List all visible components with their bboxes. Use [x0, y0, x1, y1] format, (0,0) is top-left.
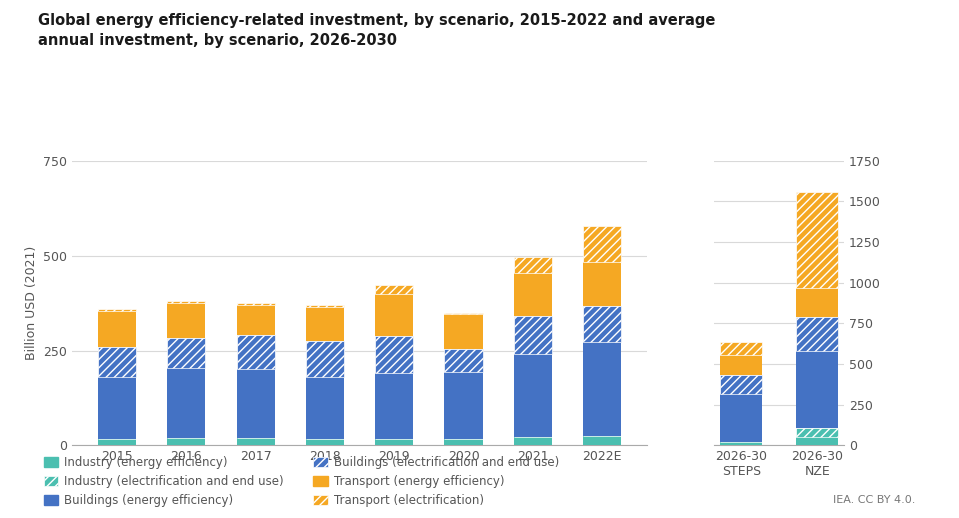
Bar	[98, 377, 136, 439]
Bar	[445, 372, 482, 439]
Bar	[306, 439, 344, 445]
Bar	[168, 303, 205, 338]
Bar	[583, 306, 621, 342]
Bar	[796, 351, 838, 427]
Bar	[514, 316, 551, 354]
Bar	[583, 436, 621, 445]
Bar	[237, 335, 274, 369]
Bar	[796, 192, 838, 289]
Bar	[98, 348, 136, 377]
Bar	[514, 354, 551, 437]
Bar	[375, 294, 413, 336]
Bar	[445, 349, 482, 372]
Bar	[583, 342, 621, 436]
Bar	[514, 257, 551, 272]
Bar	[514, 437, 551, 445]
Bar	[168, 438, 205, 445]
Bar	[306, 305, 344, 307]
Bar	[720, 376, 762, 394]
Bar	[720, 355, 762, 376]
Bar	[237, 303, 274, 305]
Bar	[796, 437, 838, 445]
Bar	[306, 377, 344, 439]
Bar	[583, 226, 621, 262]
Bar	[445, 314, 482, 349]
Bar	[98, 439, 136, 445]
Bar	[720, 342, 762, 355]
Bar	[306, 307, 344, 341]
Bar	[583, 262, 621, 306]
Bar	[98, 309, 136, 311]
Text: IEA. CC BY 4.0.: IEA. CC BY 4.0.	[833, 495, 916, 505]
Bar	[720, 394, 762, 442]
Bar	[375, 439, 413, 445]
Bar	[375, 336, 413, 373]
Bar	[720, 442, 762, 445]
Bar	[514, 272, 551, 316]
Bar	[375, 373, 413, 439]
Bar	[237, 369, 274, 438]
Bar	[445, 439, 482, 445]
Y-axis label: Billion USD (2021): Billion USD (2021)	[25, 246, 37, 360]
Text: Global energy efficiency-related investment, by scenario, 2015-2022 and average
: Global energy efficiency-related investm…	[38, 13, 715, 48]
Bar	[237, 438, 274, 445]
Bar	[796, 289, 838, 317]
Bar	[168, 301, 205, 303]
Bar	[168, 368, 205, 438]
Bar	[306, 341, 344, 377]
Bar	[168, 338, 205, 368]
Bar	[796, 427, 838, 437]
Bar	[445, 312, 482, 314]
Legend: Industry (energy efficiency), Industry (electrification and end use), Buildings : Industry (energy efficiency), Industry (…	[44, 456, 559, 507]
Bar	[237, 305, 274, 335]
Bar	[796, 317, 838, 351]
Bar	[98, 311, 136, 348]
Bar	[375, 285, 413, 294]
